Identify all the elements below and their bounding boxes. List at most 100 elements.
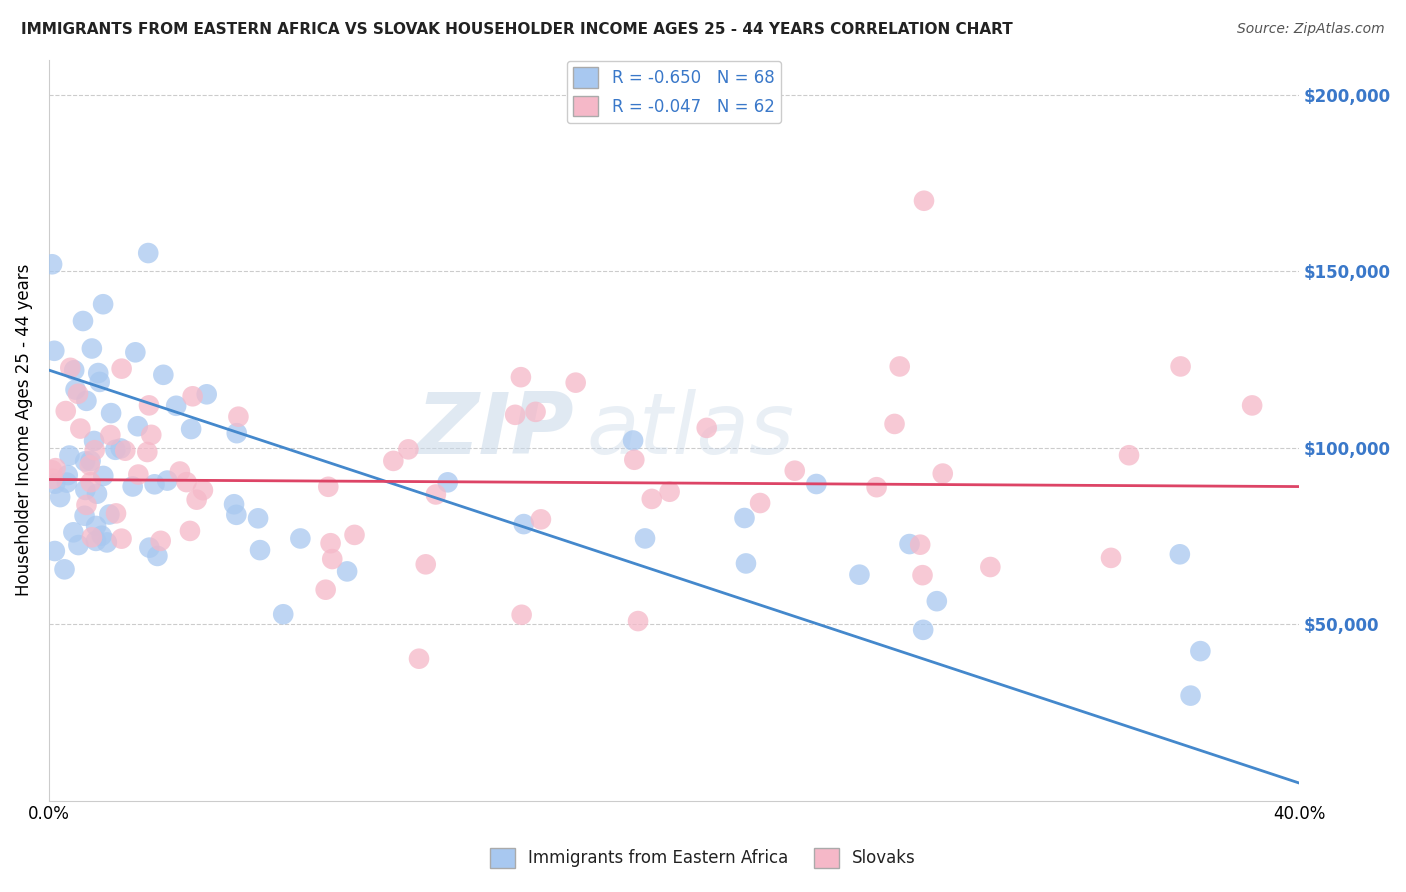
Point: [79, 475, 101, 490]
Text: ZIP: ZIP: [416, 389, 574, 472]
Point: [228, 409, 250, 424]
Point: [247, 511, 270, 525]
Point: [513, 517, 536, 532]
Point: [72, 314, 94, 328]
Point: [509, 370, 531, 384]
Point: [110, 442, 132, 456]
Point: [63, 363, 86, 377]
Point: [76, 498, 98, 512]
Point: [53, 562, 76, 576]
Point: [89, 375, 111, 389]
Point: [58, 449, 80, 463]
Point: [62, 525, 84, 540]
Point: [83, 443, 105, 458]
Point: [225, 426, 247, 441]
Point: [186, 492, 208, 507]
Point: [1180, 689, 1202, 703]
Point: [641, 491, 664, 506]
Point: [271, 607, 294, 622]
Point: [623, 452, 645, 467]
Point: [124, 345, 146, 359]
Point: [156, 474, 179, 488]
Point: [191, 483, 214, 498]
Point: [69, 421, 91, 435]
Point: [865, 480, 887, 494]
Point: [143, 477, 166, 491]
Point: [225, 508, 247, 522]
Point: [90, 529, 112, 543]
Point: [44, 544, 66, 558]
Point: [66, 386, 89, 401]
Point: [79, 458, 101, 473]
Point: [104, 442, 127, 457]
Point: [91, 297, 114, 311]
Point: [396, 442, 419, 457]
Point: [56, 475, 79, 490]
Point: [627, 614, 650, 628]
Point: [1170, 359, 1192, 374]
Point: [883, 417, 905, 431]
Point: [149, 533, 172, 548]
Point: [848, 567, 870, 582]
Point: [321, 552, 343, 566]
Point: [181, 389, 204, 403]
Point: [925, 594, 948, 608]
Point: [658, 484, 681, 499]
Point: [249, 543, 271, 558]
Point: [530, 512, 553, 526]
Point: [195, 387, 218, 401]
Point: [49, 490, 72, 504]
Point: [80, 530, 103, 544]
Point: [316, 480, 339, 494]
Point: [114, 443, 136, 458]
Point: [749, 496, 772, 510]
Point: [110, 532, 132, 546]
Point: [83, 434, 105, 448]
Point: [84, 519, 107, 533]
Point: [79, 454, 101, 468]
Point: [42, 472, 65, 486]
Point: [141, 427, 163, 442]
Point: [908, 538, 931, 552]
Text: Source: ZipAtlas.com: Source: ZipAtlas.com: [1237, 22, 1385, 37]
Point: [382, 454, 405, 468]
Point: [44, 476, 66, 491]
Point: [44, 343, 66, 358]
Legend: Immigrants from Eastern Africa, Slovaks: Immigrants from Eastern Africa, Slovaks: [484, 841, 922, 875]
Point: [180, 422, 202, 436]
Point: [415, 558, 437, 572]
Point: [121, 479, 143, 493]
Point: [84, 533, 107, 548]
Point: [503, 408, 526, 422]
Point: [336, 565, 359, 579]
Point: [59, 360, 82, 375]
Point: [55, 404, 77, 418]
Point: [165, 399, 187, 413]
Point: [73, 508, 96, 523]
Point: [783, 464, 806, 478]
Point: [86, 487, 108, 501]
Point: [98, 428, 121, 442]
Point: [127, 419, 149, 434]
Point: [315, 582, 337, 597]
Point: [75, 393, 97, 408]
Text: atlas: atlas: [586, 389, 794, 472]
Point: [56, 468, 79, 483]
Point: [41, 257, 63, 271]
Point: [75, 483, 97, 497]
Point: [179, 524, 201, 538]
Point: [67, 538, 90, 552]
Point: [91, 469, 114, 483]
Point: [176, 475, 198, 489]
Point: [290, 532, 312, 546]
Point: [1189, 644, 1212, 658]
Point: [87, 366, 110, 380]
Point: [806, 477, 828, 491]
Y-axis label: Householder Income Ages 25 - 44 years: Householder Income Ages 25 - 44 years: [15, 264, 32, 596]
Point: [138, 398, 160, 412]
Point: [621, 434, 644, 448]
Point: [127, 467, 149, 482]
Point: [932, 467, 955, 481]
Point: [136, 445, 159, 459]
Point: [634, 532, 657, 546]
